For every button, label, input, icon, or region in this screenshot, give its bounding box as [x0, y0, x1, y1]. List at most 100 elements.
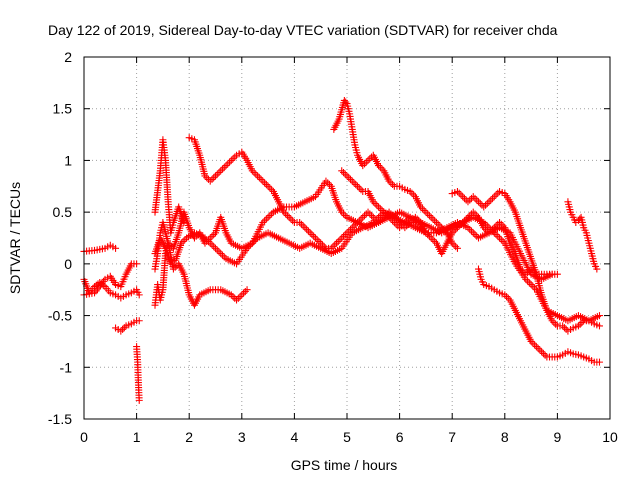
data-point: [219, 165, 227, 173]
data-point: [252, 170, 260, 178]
data-point: [373, 201, 381, 209]
data-point: [262, 215, 270, 223]
data-point: [219, 251, 227, 259]
data-point: [383, 212, 391, 220]
x-tick-labels: 0 1 2 3 4 5 6 7 8 9 10: [80, 429, 618, 445]
data-point: [177, 239, 185, 247]
data-point: [496, 218, 504, 226]
x-tick-label: 9: [554, 429, 562, 445]
data-point: [550, 318, 558, 326]
y-tick-label: 0: [64, 256, 72, 272]
series-arc-1: [80, 241, 120, 255]
data-point: [524, 277, 532, 285]
data-point: [348, 224, 356, 232]
data-point: [240, 289, 248, 297]
data-point: [347, 225, 355, 233]
series-arc-14: [475, 265, 603, 366]
data-point: [336, 236, 344, 244]
data-point: [450, 227, 458, 235]
data-point: [406, 187, 414, 195]
data-point: [376, 217, 384, 225]
data-point: [497, 236, 505, 244]
data-point: [268, 186, 276, 194]
data-point: [464, 198, 472, 206]
data-point: [560, 324, 568, 332]
data-point: [429, 215, 437, 223]
data-point: [345, 174, 353, 182]
data-point: [471, 194, 479, 202]
data-point: [261, 179, 269, 187]
data-point: [501, 291, 509, 299]
x-tick-label: 1: [133, 429, 141, 445]
data-point: [327, 244, 335, 252]
data-point: [436, 222, 444, 230]
data-point: [595, 312, 603, 320]
data-point: [408, 215, 416, 223]
data-point: [411, 218, 419, 226]
data-point: [385, 213, 393, 221]
data-point: [352, 181, 360, 189]
data-point: [355, 217, 363, 225]
data-point: [471, 210, 479, 218]
data-point: [473, 196, 481, 204]
data-point: [420, 206, 428, 214]
x-tick-label: 0: [80, 429, 88, 445]
data-point: [361, 160, 369, 168]
data-point: [368, 212, 376, 220]
data-point: [399, 220, 407, 228]
data-point: [220, 253, 228, 261]
y-axis-label: SDTVAR / TECUs: [7, 182, 23, 294]
data-point: [250, 168, 258, 176]
data-point: [375, 218, 383, 226]
x-tick-label: 8: [501, 429, 509, 445]
data-point: [422, 208, 430, 216]
data-point: [378, 215, 386, 223]
y-tick-label: 1.5: [53, 101, 73, 117]
data-point: [482, 225, 490, 233]
data-point: [325, 181, 333, 189]
data-point: [357, 215, 365, 223]
data-point: [475, 198, 482, 206]
data-point: [371, 200, 379, 208]
x-tick-label: 2: [185, 429, 193, 445]
data-point: [434, 220, 442, 228]
data-point: [285, 213, 293, 221]
data-point: [334, 237, 342, 245]
data-point: [431, 217, 439, 225]
data-point: [457, 191, 465, 199]
x-tick-label: 3: [238, 429, 246, 445]
y-tick-label: -1: [60, 359, 73, 375]
data-point: [492, 222, 500, 230]
data-point: [206, 177, 214, 185]
data-point: [236, 293, 244, 301]
data-point: [348, 177, 356, 185]
data-point: [308, 231, 316, 239]
data-point: [376, 163, 384, 171]
y-tick-label: 2: [64, 49, 72, 65]
data-point: [438, 224, 446, 232]
data-point: [215, 168, 223, 176]
data-point: [203, 174, 211, 182]
data-point: [350, 222, 358, 230]
data-point: [311, 234, 319, 242]
y-tick-label: 1: [64, 152, 72, 168]
data-point: [503, 293, 511, 301]
data-point: [338, 208, 346, 216]
data-point: [469, 193, 477, 201]
data-point: [229, 155, 237, 163]
data-point: [248, 239, 256, 247]
data-point: [234, 294, 242, 302]
data-point: [208, 232, 216, 240]
data-point: [339, 232, 347, 240]
data-point: [420, 227, 428, 235]
data-point: [595, 358, 603, 366]
data-point: [418, 205, 426, 213]
data-point: [179, 237, 187, 245]
data-point: [403, 217, 411, 225]
data-point: [497, 220, 505, 228]
data-point: [303, 225, 311, 233]
data-point: [504, 294, 512, 302]
data-point: [527, 337, 535, 345]
data-point: [469, 229, 477, 237]
data-point: [120, 324, 128, 332]
